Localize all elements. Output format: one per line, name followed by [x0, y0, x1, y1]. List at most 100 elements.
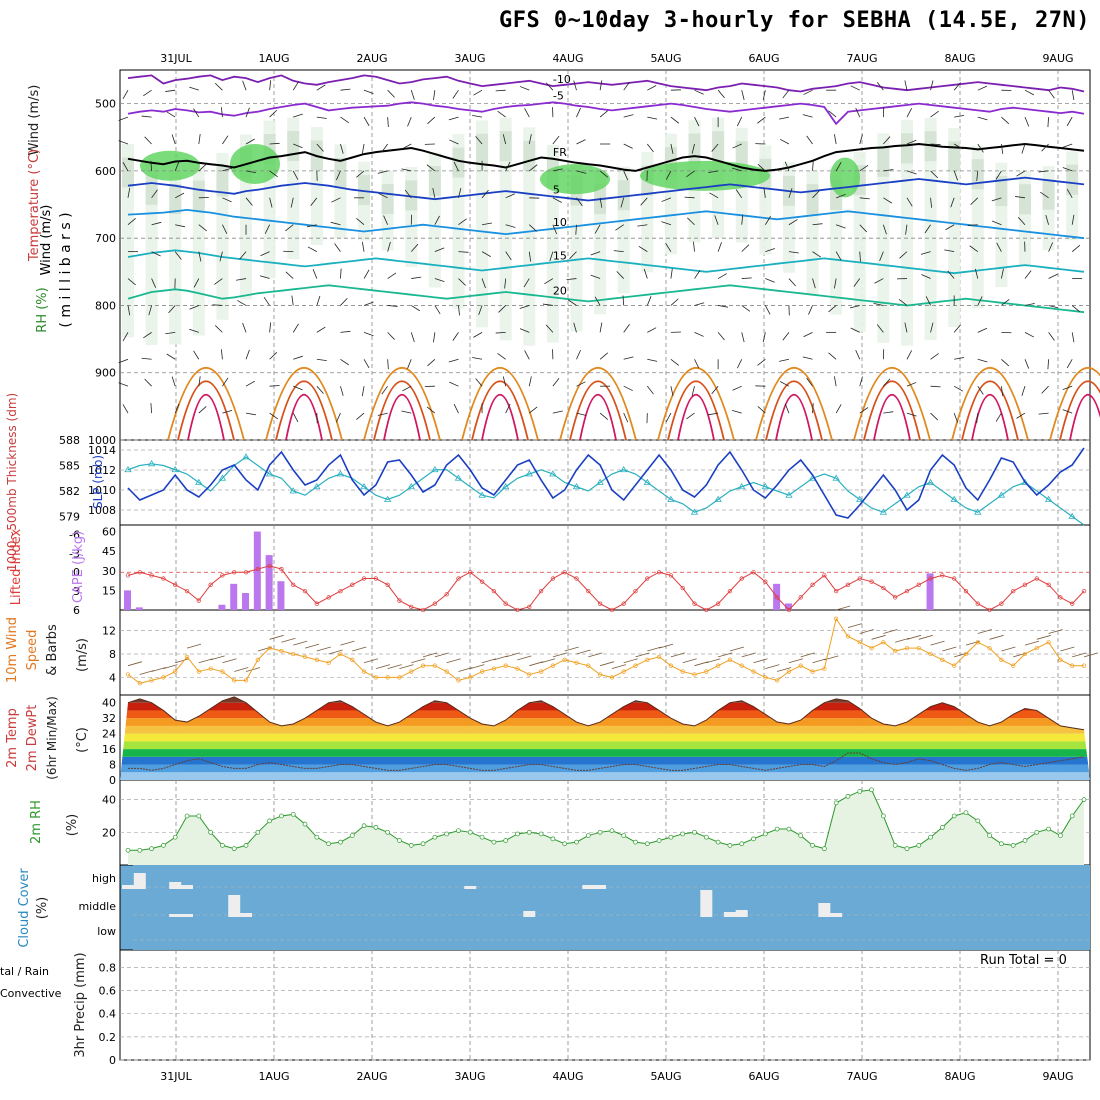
li-point: [208, 582, 213, 587]
wind-barb: [242, 80, 247, 91]
rh-cell: [948, 128, 961, 327]
wind-barb: [647, 358, 658, 362]
wind-barb: [242, 322, 247, 333]
wind-barb: [765, 248, 775, 253]
wind-barb: [976, 170, 979, 181]
wind-barb: [452, 332, 459, 341]
warm-isotherm-arc: [853, 367, 931, 441]
wind-barb: [616, 271, 624, 279]
wind-barb: [899, 251, 908, 259]
warm-isotherm-arc: [275, 380, 333, 441]
li-point: [597, 601, 603, 606]
wind-barb: [762, 332, 766, 343]
rh2m-point: [279, 813, 284, 819]
wind-barb: [363, 116, 370, 126]
rh2m-point: [220, 843, 225, 848]
wind-barb: [853, 278, 861, 287]
wind10-point: [562, 657, 567, 662]
wind-barb: [401, 410, 412, 414]
warm-isotherm-arc: [677, 393, 715, 441]
wind-barb: [222, 409, 233, 414]
rh2m-point: [538, 831, 544, 837]
wind-barb: [855, 349, 861, 360]
wind-barb: [293, 143, 303, 149]
wind-barb: [788, 278, 796, 287]
rh2m-point: [349, 833, 355, 838]
rh-cell: [452, 147, 465, 178]
rh2m-point: [798, 833, 804, 838]
wind10-point: [822, 666, 827, 671]
thickness-tick-label: 579: [59, 511, 80, 524]
wind-barb: [599, 110, 609, 118]
wind-barb: [118, 382, 129, 387]
wind-barb: [859, 251, 861, 262]
wind-barb: [623, 356, 634, 360]
rh2m-point: [1058, 833, 1063, 838]
rh2m-point: [892, 843, 898, 848]
wind-barb: [590, 274, 601, 279]
thickness-point: [478, 491, 486, 498]
li-point: [243, 570, 249, 575]
wind-barb: [803, 89, 813, 95]
wind10-barb: [706, 658, 721, 664]
wind10-point: [609, 675, 615, 680]
rh2m-point: [302, 821, 308, 827]
pressure-tick-label: 1000: [88, 434, 116, 447]
warm-isotherm-arc: [775, 393, 813, 441]
pressure-tick-label: 700: [95, 232, 116, 245]
wind-barb: [711, 143, 719, 152]
wind-barb: [166, 353, 176, 360]
date-label-top: 8AUG: [944, 52, 975, 65]
wind-barb: [883, 411, 894, 414]
wind-barb: [473, 332, 483, 338]
cloud-level-label: low: [97, 925, 116, 938]
wind-barb: [1047, 117, 1049, 128]
wind-barb: [482, 222, 492, 226]
wind10-barb: [517, 655, 532, 661]
wind-barb: [1071, 332, 1075, 343]
cloud-bar-high: [582, 885, 595, 889]
wind-barb: [640, 197, 648, 206]
wind-barb: [410, 243, 419, 252]
panel-thick: [119, 439, 1091, 526]
li-point: [550, 576, 556, 581]
wind10-point: [751, 669, 756, 674]
wind-barb: [876, 82, 884, 91]
wind-barb: [836, 224, 846, 229]
wind10-point: [409, 669, 414, 674]
wind-barb: [141, 115, 152, 118]
wind-barb: [953, 143, 964, 150]
slp-axis-label: SLP (mb): [91, 455, 105, 509]
wind-barb: [859, 197, 870, 200]
date-label-bottom: 9AUG: [1042, 1070, 1073, 1083]
wind-barb: [906, 412, 917, 417]
wind10-point: [550, 663, 556, 668]
wind-barb: [1016, 170, 1026, 177]
wind-barb: [528, 134, 532, 145]
wind10-point: [833, 616, 839, 621]
rh2m-label: 2m RH: [29, 800, 44, 844]
wind-barb: [356, 170, 365, 178]
temp-tick-label: 8: [109, 759, 116, 772]
warm-isotherm-arc: [961, 380, 1019, 441]
warm-isotherm-arc: [667, 380, 725, 441]
wind-barb: [623, 81, 630, 91]
wind-barb: [552, 135, 560, 145]
wind-barb: [1071, 305, 1081, 313]
wind-barb: [426, 406, 436, 414]
wind-barb: [505, 403, 511, 414]
wind-barb: [292, 81, 299, 91]
li-point: [928, 576, 933, 581]
wind-barb: [757, 163, 766, 172]
wind10-barb: [458, 667, 473, 672]
warm-isotherm-arc: [481, 393, 519, 441]
wind-barb: [736, 359, 743, 369]
wind-barb: [269, 80, 272, 91]
rh2m-point: [125, 847, 131, 853]
wind-barb: [1021, 143, 1026, 154]
wind-barb: [1024, 89, 1035, 96]
rh2m-point: [467, 829, 473, 835]
warm-isotherm-arc: [1049, 367, 1100, 441]
wind-barb: [504, 278, 507, 289]
thickness-point: [313, 482, 321, 490]
